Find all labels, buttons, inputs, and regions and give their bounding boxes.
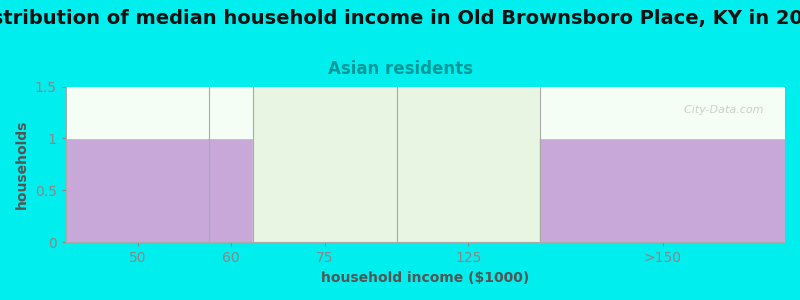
Bar <box>540 86 785 139</box>
Text: Asian residents: Asian residents <box>327 60 473 78</box>
Bar <box>210 86 253 139</box>
Bar <box>210 139 253 242</box>
Bar <box>540 139 785 242</box>
Bar <box>66 86 210 139</box>
Text: City-Data.com: City-Data.com <box>677 105 763 115</box>
Text: Distribution of median household income in Old Brownsboro Place, KY in 2021: Distribution of median household income … <box>0 9 800 28</box>
X-axis label: household income ($1000): household income ($1000) <box>321 271 530 285</box>
Bar <box>253 86 397 242</box>
Bar <box>397 86 540 242</box>
Y-axis label: households: households <box>15 120 29 209</box>
Bar <box>66 139 210 242</box>
